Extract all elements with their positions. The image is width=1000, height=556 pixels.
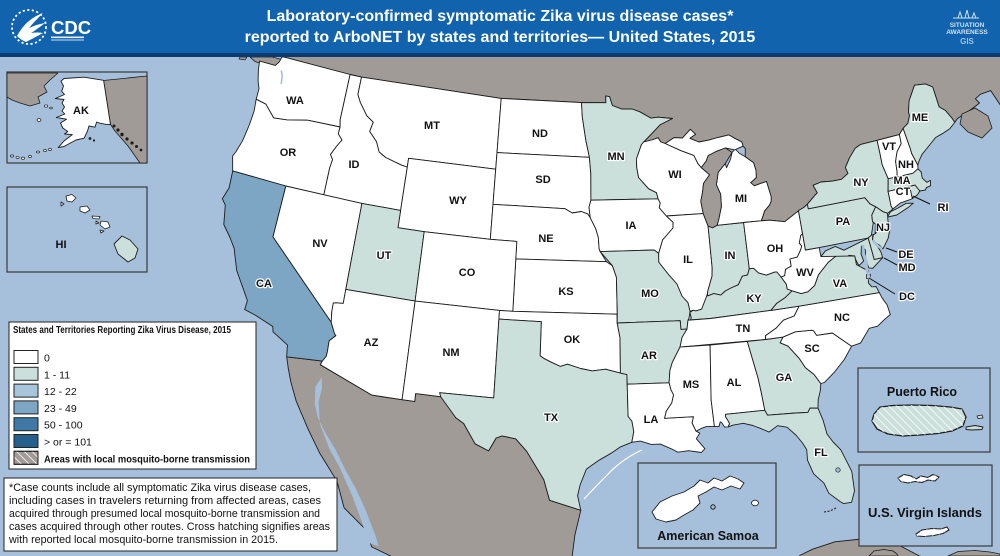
- svg-text:NV: NV: [312, 238, 328, 250]
- svg-text:50 - 100: 50 - 100: [44, 420, 83, 432]
- svg-text:AK: AK: [73, 105, 89, 117]
- svg-text:American Samoa: American Samoa: [657, 529, 759, 543]
- svg-text:MN: MN: [607, 151, 624, 163]
- svg-text:IA: IA: [626, 220, 637, 232]
- svg-text:ND: ND: [532, 128, 548, 140]
- svg-text:NC: NC: [834, 312, 850, 324]
- svg-text:AZ: AZ: [364, 337, 379, 349]
- svg-text:TX: TX: [544, 412, 559, 424]
- svg-text:OH: OH: [767, 243, 784, 255]
- svg-text:0: 0: [44, 353, 50, 365]
- svg-text:AR: AR: [641, 350, 657, 362]
- svg-text:ID: ID: [349, 159, 360, 171]
- svg-text:cases acquired through other r: cases acquired through other routes. Cro…: [9, 521, 330, 533]
- svg-text:WY: WY: [449, 195, 467, 207]
- svg-text:MA: MA: [893, 175, 910, 187]
- svg-text:OR: OR: [280, 147, 297, 159]
- svg-text:12 - 22: 12 - 22: [44, 386, 77, 398]
- svg-text:1 - 11: 1 - 11: [44, 369, 70, 381]
- svg-text:MI: MI: [735, 193, 747, 205]
- svg-text:Puerto Rico: Puerto Rico: [887, 385, 958, 399]
- svg-text:NE: NE: [538, 233, 553, 245]
- svg-text:including cases in travelers r: including cases in travelers returning f…: [9, 495, 321, 507]
- svg-text:OK: OK: [564, 334, 581, 346]
- svg-text:*Case counts include all sympt: *Case counts include all symptomatic Zik…: [9, 482, 311, 494]
- svg-text:KS: KS: [558, 286, 573, 298]
- svg-text:FL: FL: [814, 447, 828, 459]
- svg-text:MT: MT: [424, 120, 440, 132]
- svg-text:WA: WA: [286, 95, 304, 107]
- svg-text:U.S. Virgin Islands: U.S. Virgin Islands: [868, 505, 982, 520]
- svg-text:MD: MD: [898, 262, 915, 274]
- svg-text:GA: GA: [776, 372, 793, 384]
- svg-text:CDC: CDC: [51, 17, 91, 38]
- svg-text:UT: UT: [377, 250, 392, 262]
- svg-text:NM: NM: [442, 347, 459, 359]
- svg-text:with reported local mosquito-b: with reported local mosquito-borne trans…: [8, 534, 278, 546]
- svg-text:VA: VA: [833, 278, 848, 290]
- svg-text:AL: AL: [727, 377, 742, 389]
- svg-text:IN: IN: [725, 250, 736, 262]
- svg-text:SITUATION: SITUATION: [950, 22, 985, 29]
- svg-text:NH: NH: [898, 159, 914, 171]
- svg-text:HI: HI: [56, 239, 67, 251]
- svg-text:> or = 101: > or = 101: [44, 437, 92, 449]
- svg-text:SC: SC: [804, 343, 819, 355]
- svg-text:23 - 49: 23 - 49: [44, 403, 77, 415]
- svg-text:DE: DE: [898, 249, 913, 261]
- svg-text:States and Territories Reporti: States and Territories Reporting Zika Vi…: [13, 325, 231, 336]
- svg-text:Areas with local mosquito-born: Areas with local mosquito-borne transmis…: [44, 454, 250, 465]
- svg-text:LA: LA: [644, 414, 659, 426]
- svg-text:TN: TN: [736, 323, 751, 335]
- svg-text:CO: CO: [459, 267, 476, 279]
- svg-text:AWARENESS: AWARENESS: [946, 29, 988, 36]
- svg-text:MO: MO: [641, 288, 659, 300]
- svg-text:SD: SD: [535, 174, 550, 186]
- svg-text:CA: CA: [256, 278, 272, 290]
- svg-text:VT: VT: [882, 141, 896, 153]
- svg-text:RI: RI: [938, 202, 949, 214]
- svg-text:IL: IL: [683, 254, 693, 266]
- svg-text:MS: MS: [683, 379, 700, 391]
- svg-text:KY: KY: [746, 293, 762, 305]
- svg-text:CT: CT: [896, 186, 911, 198]
- svg-text:ME: ME: [912, 112, 929, 124]
- svg-text:PA: PA: [836, 216, 851, 228]
- svg-text:WV: WV: [796, 267, 814, 279]
- svg-text:acquired through presumed loca: acquired through presumed local mosquito…: [9, 508, 320, 520]
- svg-text:GIS: GIS: [960, 37, 974, 46]
- svg-text:DC: DC: [899, 291, 915, 303]
- svg-text:WI: WI: [668, 169, 681, 181]
- svg-text:NY: NY: [853, 177, 869, 189]
- svg-text:NJ: NJ: [876, 222, 890, 234]
